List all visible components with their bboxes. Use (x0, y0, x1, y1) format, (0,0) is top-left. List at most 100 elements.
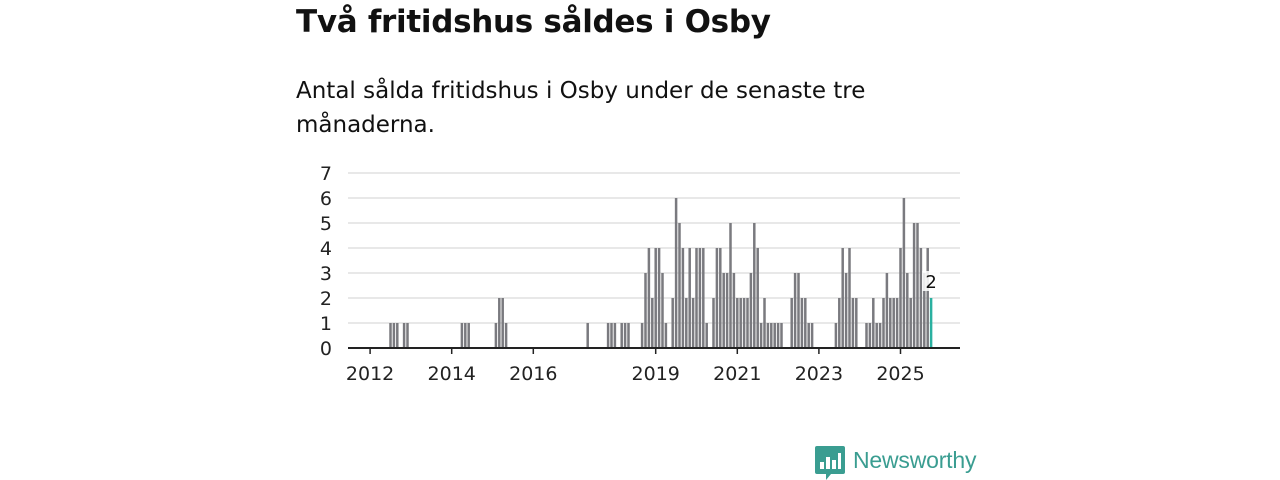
y-tick-label: 5 (320, 213, 332, 235)
y-tick-label: 1 (320, 313, 332, 335)
brand-name: Newsworthy (853, 447, 977, 473)
bar (467, 323, 470, 348)
bar (732, 273, 736, 348)
bar (851, 298, 855, 348)
chart-subtitle: Antal sålda fritidshus i Osby under de s… (296, 78, 866, 138)
bar (865, 323, 868, 348)
chart-title: Två fritidshus såldes i Osby (296, 4, 771, 40)
bar (872, 298, 875, 348)
bar (736, 298, 739, 348)
bar (688, 248, 691, 348)
data-label: 2 (925, 272, 936, 293)
x-tick-label: 2023 (795, 363, 843, 385)
bar (746, 298, 749, 348)
bar (895, 298, 899, 348)
bar (719, 248, 722, 348)
y-tick-label: 3 (320, 263, 332, 285)
newsworthy-logo[interactable]: Newsworthy (815, 446, 976, 480)
bar (780, 323, 783, 348)
bar (610, 323, 613, 348)
x-tick-label: 2014 (428, 363, 476, 385)
bar (464, 323, 467, 348)
bar (753, 223, 756, 348)
bar (763, 298, 766, 348)
y-tick-label: 2 (320, 288, 332, 310)
bar (685, 298, 688, 348)
bar (691, 298, 695, 348)
bar (759, 323, 763, 348)
x-tick-label: 2025 (876, 363, 924, 385)
bar (681, 248, 685, 348)
y-tick-label: 6 (320, 188, 332, 210)
bar (868, 323, 872, 348)
bar (844, 273, 848, 348)
bar (855, 298, 858, 348)
bar (834, 323, 838, 348)
bar (651, 298, 654, 348)
bar (929, 298, 933, 348)
bar (715, 248, 719, 348)
bar (912, 223, 916, 348)
bar (906, 273, 909, 348)
bar (793, 273, 797, 348)
bar (640, 323, 644, 348)
bar (501, 298, 504, 348)
bar (776, 323, 780, 348)
bar (623, 323, 627, 348)
bar (889, 298, 892, 348)
data-label-background (922, 271, 941, 291)
bar (773, 323, 776, 348)
bar (664, 323, 668, 348)
bar (766, 323, 770, 348)
bar (657, 248, 661, 348)
bar (899, 248, 902, 348)
bar (919, 248, 923, 348)
bar (644, 273, 647, 348)
bar (916, 223, 919, 348)
bar (494, 323, 498, 348)
bar (627, 323, 630, 348)
bar (406, 323, 409, 348)
y-tick-label: 0 (320, 338, 332, 360)
x-tick-label: 2019 (632, 363, 680, 385)
bar (742, 298, 746, 348)
bar (882, 298, 885, 348)
bar (712, 298, 715, 348)
bar (504, 323, 508, 348)
bar (606, 323, 610, 348)
bar (838, 298, 841, 348)
bar (396, 323, 399, 348)
bar (841, 248, 844, 348)
x-tick-label: 2016 (509, 363, 557, 385)
bar-chart: 0 1 2 3 4 5 6 7 2012 2014 2016 2019 2021 2023 2025 2 (320, 163, 960, 385)
bar (586, 323, 589, 348)
bar (674, 198, 678, 348)
bar (923, 273, 926, 348)
bar (729, 223, 732, 348)
bar (878, 323, 882, 348)
bar (807, 323, 810, 348)
bar (756, 248, 759, 348)
bar (804, 298, 807, 348)
bar (695, 248, 698, 348)
bar (790, 298, 793, 348)
bar (613, 323, 617, 348)
bar (800, 298, 804, 348)
bar (389, 323, 392, 348)
bar (770, 323, 773, 348)
bar (909, 298, 912, 348)
bar (875, 323, 878, 348)
bar-chart-speech-bubble-icon (815, 446, 845, 480)
bar (797, 273, 800, 348)
bar (739, 298, 742, 348)
bar (705, 323, 708, 348)
bar (722, 273, 725, 348)
bar (892, 298, 895, 348)
x-tick-label: 2021 (713, 363, 761, 385)
y-tick-label: 7 (320, 163, 332, 185)
bar (498, 298, 501, 348)
bar (392, 323, 396, 348)
bar (885, 273, 889, 348)
y-tick-label: 4 (320, 238, 332, 260)
bar (647, 248, 651, 348)
